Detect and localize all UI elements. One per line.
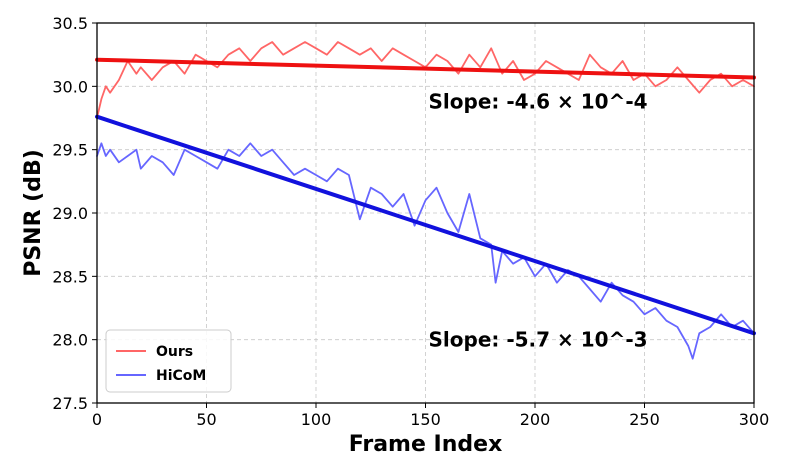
x-axis-title: Frame Index — [349, 432, 503, 457]
legend-box — [105, 329, 232, 393]
legend-label: Ours — [156, 344, 193, 360]
y-tick-label: 30.5 — [52, 14, 88, 33]
slope-annotation: Slope: -4.6 × 10^-4 — [429, 90, 648, 114]
legend-label: HiCoM — [156, 368, 206, 384]
series-layer — [95, 41, 756, 360]
tick-labels: 0 50 100 150 200 250 300 27.5 28.0 28.5 29.0 29.5 30… — [52, 14, 769, 429]
legend: Ours HiCoM — [105, 329, 232, 393]
x-tick-label: 50 — [196, 410, 216, 429]
ticks — [92, 22, 755, 408]
x-tick-label: 0 — [92, 410, 102, 429]
x-tick-label: 300 — [739, 410, 770, 429]
trend-line-2 — [95, 57, 756, 80]
y-tick-label: 30.0 — [52, 77, 88, 96]
x-tick-label: 150 — [410, 410, 441, 429]
x-tick-label: 100 — [301, 410, 332, 429]
y-tick-label: 28.5 — [52, 267, 88, 286]
series-line-ours — [96, 41, 755, 119]
y-tick-label: 29.5 — [52, 141, 88, 160]
y-tick-label: 27.5 — [52, 394, 88, 413]
annotations: Slope: -4.6 × 10^-4 Slope: -5.7 × 10^-3 — [429, 90, 648, 352]
series-line-hicom — [96, 142, 755, 360]
y-tick-label: 29.0 — [52, 204, 88, 223]
y-tick-label: 28.0 — [52, 331, 88, 350]
y-axis-title: PSNR (dB) — [21, 149, 46, 277]
slope-annotation: Slope: -5.7 × 10^-3 — [429, 328, 648, 352]
x-tick-label: 250 — [629, 410, 660, 429]
x-tick-label: 200 — [520, 410, 551, 429]
trend-line-3 — [95, 114, 756, 336]
